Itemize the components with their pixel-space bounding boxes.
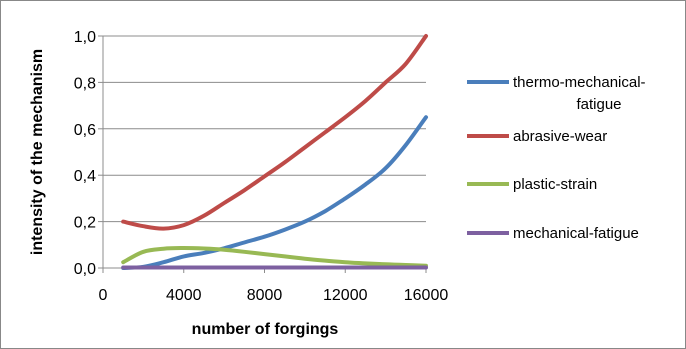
y-tick-label: 0,6 [74, 122, 96, 139]
series-line-plastic-strain [121, 246, 428, 268]
legend: thermo-mechanical-fatigue abrasive-wear pl… [467, 74, 646, 242]
legend-label: mechanical-fatigue [513, 225, 639, 242]
x-tick-labels: 0 4000 8000 12000 16000 [99, 287, 449, 304]
y-tick-labels: 0,0 0,2 0,4 0,6 0,8 1,0 [74, 29, 96, 278]
x-tick-label: 0 [99, 287, 108, 304]
series-line-thermo-mechanical-fatigue [121, 115, 428, 270]
series-lines [121, 34, 428, 270]
x-axis-title: number of forgings [192, 321, 339, 338]
x-tick-label: 4000 [166, 287, 202, 304]
y-tick-label: 0,8 [74, 75, 96, 92]
x-tick-label: 12000 [323, 287, 368, 304]
y-tick-label: 0,0 [74, 261, 96, 278]
x-tick-label: 16000 [404, 287, 449, 304]
x-tick-label: 8000 [247, 287, 283, 304]
legend-label: fatigue [576, 96, 621, 113]
legend-label: abrasive-wear [513, 128, 607, 145]
y-tick-label: 0,4 [74, 168, 96, 185]
y-axis-title: intensity of the mechanism [29, 49, 46, 255]
y-tick-label: 0,2 [74, 215, 96, 232]
legend-label: plastic-strain [513, 176, 597, 193]
series-line-abrasive-wear [121, 34, 428, 231]
legend-label: thermo-mechanical- [513, 74, 646, 91]
y-tick-label: 1,0 [74, 29, 96, 46]
